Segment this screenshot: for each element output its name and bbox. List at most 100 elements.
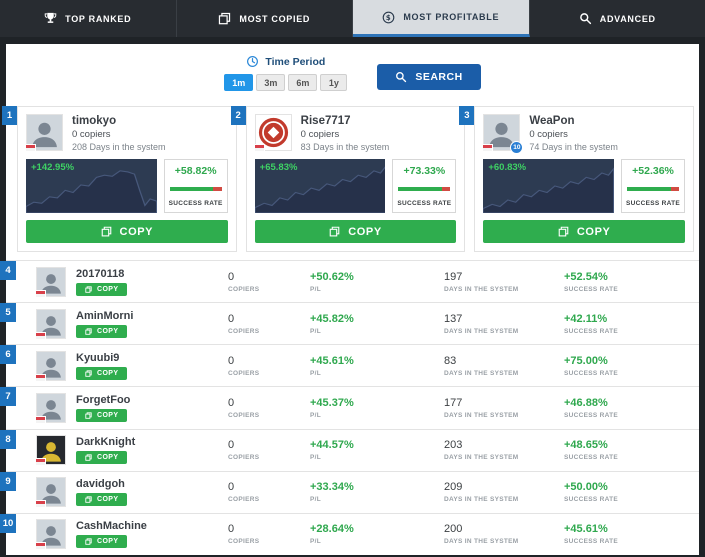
trader-name[interactable]: Kyuubi9: [76, 351, 120, 364]
copy-button[interactable]: COPY: [76, 282, 128, 296]
rank-badge: 3: [459, 106, 475, 125]
success-value: +42.11%: [564, 312, 608, 325]
trader-name[interactable]: davidgoh: [76, 478, 125, 491]
period-6m[interactable]: 6m: [288, 74, 318, 91]
avatar[interactable]: [35, 266, 66, 298]
tab-label: MOST PROFITABLE: [403, 12, 500, 22]
pl-value: +50.62%: [310, 270, 354, 283]
success-value: +45.61%: [564, 523, 608, 536]
trader-name[interactable]: DarkKnight: [76, 436, 136, 449]
pl-value: +45.37%: [310, 396, 354, 409]
trader-name[interactable]: ForgetFoo: [76, 393, 131, 406]
tab-most-copied[interactable]: MOST COPIED: [177, 0, 353, 37]
copy-button[interactable]: COPY: [76, 451, 128, 465]
copy-button[interactable]: COPY: [483, 220, 686, 243]
copy-button[interactable]: COPY: [26, 220, 228, 243]
trader-name[interactable]: timokyo: [72, 115, 117, 127]
trader-name[interactable]: WeaPon: [529, 115, 575, 127]
avatar[interactable]: 10: [482, 114, 524, 154]
trader-header: Rise7717 0 copiers 83 Days in the system: [253, 114, 457, 152]
days-in-system: 208 Days in the system: [72, 142, 166, 152]
success-label: SUCCESS RATE: [564, 285, 619, 293]
svg-text:$: $: [386, 13, 391, 21]
copy-icon: [85, 285, 92, 293]
trader-header: timokyo 0 copiers 208 Days in the system: [25, 114, 228, 152]
copiers-value: 0: [228, 312, 235, 325]
avatar[interactable]: [35, 350, 66, 382]
success-value: +75.00%: [564, 354, 608, 367]
success-rate-box: +58.82% SUCCESS RATE: [163, 159, 228, 213]
pl-value: +28.64%: [310, 523, 354, 536]
success-rate-label: SUCCESS RATE: [397, 200, 452, 207]
days-label: DAYS IN THE SYSTEM: [444, 538, 519, 546]
copy-button[interactable]: COPY: [76, 366, 128, 380]
period-1y[interactable]: 1y: [320, 74, 348, 91]
search-button[interactable]: SEARCH: [377, 64, 481, 90]
avatar[interactable]: [35, 477, 66, 509]
country-flag: [35, 289, 46, 298]
trader-row: 4 20170118 COPY 0 COPIERS +50.62% P/L 197 D…: [0, 260, 699, 302]
copy-icon: [85, 412, 92, 419]
trader-row: 9 davidgoh COPY 0 COPIERS +33.34% P/L 209 D…: [0, 470, 699, 513]
person-icon: [41, 315, 61, 336]
trader-name[interactable]: Rise7717: [300, 115, 351, 127]
copy-icon: [85, 370, 92, 377]
pl-label: P/L: [310, 285, 322, 293]
person-icon: [32, 122, 57, 148]
copy-label: COPY: [97, 454, 119, 462]
pl-label: P/L: [310, 454, 322, 462]
copy-button[interactable]: COPY: [76, 324, 128, 338]
success-rate-label: SUCCESS RATE: [626, 200, 681, 207]
country-flag: [25, 144, 36, 152]
tab-label: TOP RANKED: [65, 13, 132, 24]
copy-label: COPY: [97, 538, 119, 546]
pl-value: +44.57%: [310, 439, 354, 452]
rank-badge: 7: [0, 387, 16, 407]
days-value: 137: [444, 312, 463, 325]
rank-badge: 6: [0, 345, 16, 365]
person-icon: [41, 400, 61, 420]
tab-advanced[interactable]: ADVANCED: [530, 0, 705, 37]
tab-bar: TOP RANKED MOST COPIED $ MOST PROFITABLE…: [0, 0, 705, 37]
copy-icon: [85, 496, 92, 504]
country-flag: [35, 373, 46, 382]
success-rate-value: +52.36%: [632, 165, 674, 177]
copy-button[interactable]: COPY: [76, 535, 128, 549]
copiers-label: COPIERS: [228, 369, 260, 377]
days-value: 197: [444, 270, 463, 283]
trader-name[interactable]: AminMorni: [76, 309, 134, 322]
period-3m[interactable]: 3m: [256, 74, 286, 91]
success-rate-box: +73.33% SUCCESS RATE: [392, 159, 457, 213]
dollar-icon: $: [382, 11, 395, 24]
avatar[interactable]: [35, 519, 66, 551]
tab-most-profitable[interactable]: $ MOST PROFITABLE: [353, 0, 530, 37]
copy-button[interactable]: COPY: [254, 220, 457, 243]
copiers-count: 0 copiers: [529, 129, 568, 140]
rank-badge: 8: [0, 429, 16, 449]
person-icon: [41, 526, 61, 547]
avatar[interactable]: [35, 392, 66, 424]
period-1m[interactable]: 1m: [224, 74, 254, 91]
avatar[interactable]: [35, 435, 66, 467]
tab-top-ranked[interactable]: TOP RANKED: [0, 0, 177, 37]
copy-icon: [85, 454, 92, 461]
trader-name[interactable]: 20170118: [76, 267, 125, 280]
trader-card: 3 10 WeaPon 0 copiers 74 Days in the sys…: [459, 106, 695, 252]
person-icon: [41, 484, 61, 504]
trader-name[interactable]: CashMachine: [76, 520, 147, 533]
success-rate-value: +58.82%: [174, 165, 217, 177]
avatar[interactable]: [25, 114, 63, 152]
copy-button[interactable]: COPY: [76, 493, 128, 507]
trader-list: 4 20170118 COPY 0 COPIERS +50.62% P/L 197 D…: [0, 260, 699, 555]
days-label: DAYS IN THE SYSTEM: [444, 327, 519, 335]
copiers-value: 0: [228, 270, 235, 283]
success-label: SUCCESS RATE: [564, 369, 619, 377]
avatar[interactable]: [253, 114, 292, 152]
copy-button[interactable]: COPY: [76, 408, 128, 422]
rank-badge: 1: [2, 106, 17, 125]
success-label: SUCCESS RATE: [564, 327, 619, 335]
magnifier-icon: [579, 12, 592, 25]
avatar[interactable]: [35, 308, 66, 340]
success-rate-label: SUCCESS RATE: [168, 200, 223, 207]
success-label: SUCCESS RATE: [564, 411, 619, 419]
